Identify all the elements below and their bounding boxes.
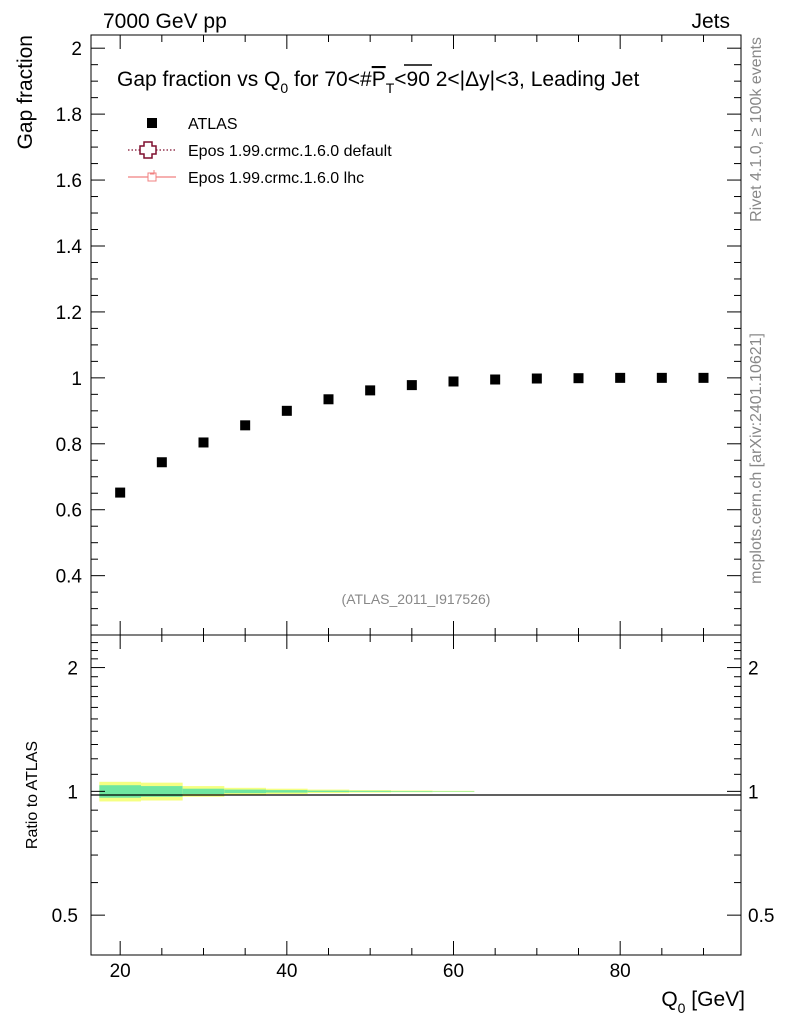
legend-label-epos-default: Epos 1.99.crmc.1.6.0 default xyxy=(188,143,392,160)
y-tick-label: 1 xyxy=(71,369,82,390)
ratio-band-inner xyxy=(391,790,433,792)
data-point xyxy=(490,374,501,385)
x-tick-label: 40 xyxy=(276,961,297,982)
data-point xyxy=(406,380,417,391)
data-point xyxy=(281,405,292,416)
y-tick-label: 0.4 xyxy=(56,567,83,588)
ratio-y-axis-label: Ratio to ATLAS xyxy=(24,741,41,849)
data-point xyxy=(573,373,584,384)
ratio-band-inner xyxy=(99,785,141,798)
legend-marker-epos-default xyxy=(139,141,157,159)
legend: ATLAS Epos 1.99.crmc.1.6.0 default Epos … xyxy=(128,116,392,187)
axis-tick-labels: 20 40 60 80 0.4 0.6 0.8 1 1.2 1.4 1.6 1.8 2 0.5 0.5 1 1 2… xyxy=(52,39,775,982)
ratio-y-tick-label-right: 1 xyxy=(748,782,759,803)
axis-ticks xyxy=(91,35,741,956)
legend-label-atlas: ATLAS xyxy=(188,116,238,133)
data-point xyxy=(615,372,626,383)
x-tick-label: 80 xyxy=(610,961,631,982)
data-point xyxy=(448,376,459,387)
data-markers xyxy=(115,372,709,498)
y-axis-label: Gap fraction xyxy=(14,35,37,149)
y-tick-label: 1.6 xyxy=(56,171,82,192)
y-tick-label: 0.8 xyxy=(56,435,82,456)
y-tick-label: 1.4 xyxy=(56,237,83,258)
ratio-band-inner xyxy=(266,790,308,793)
source-label: mcplots.cern.ch [arXiv:2401.10621] xyxy=(748,333,765,584)
legend-marker-atlas xyxy=(147,118,157,128)
data-point xyxy=(323,394,334,405)
legend-marker-epos-lhc xyxy=(147,170,157,182)
data-point xyxy=(198,437,209,448)
data-point xyxy=(115,487,126,498)
analysis-id: (ATLAS_2011_I917526) xyxy=(342,591,491,607)
energy-label: 7000 GeV pp xyxy=(103,10,227,33)
data-point xyxy=(240,420,251,431)
data-point xyxy=(698,372,709,383)
ratio-y-tick-label-right: 2 xyxy=(748,659,759,680)
ratio-band-inner xyxy=(141,786,183,797)
y-tick-label: 2 xyxy=(71,39,82,60)
data-point xyxy=(531,373,542,384)
data-point xyxy=(365,385,376,396)
rivet-label: Rivet 4.1.0, ≥ 100k events xyxy=(748,37,765,222)
category-label: Jets xyxy=(691,10,730,33)
x-tick-label: 60 xyxy=(443,961,464,982)
y-tick-label: 1.8 xyxy=(56,105,82,126)
ratio-y-tick-label-right: 0.5 xyxy=(748,906,774,927)
y-tick-label: 0.6 xyxy=(56,501,82,522)
ratio-y-tick-label: 0.5 xyxy=(52,906,78,927)
ratio-y-tick-label: 1 xyxy=(67,782,78,803)
ratio-band-inner xyxy=(349,790,391,792)
ratio-band-inner xyxy=(432,791,475,792)
chart-title: Gap fraction vs Q0 for 70<#PT<90 2<|Δy|<… xyxy=(117,68,639,96)
ratio-band-inner xyxy=(182,788,225,795)
ratio-uncertainty-band xyxy=(99,781,475,802)
x-tick-label: 20 xyxy=(110,961,131,982)
ratio-band-inner xyxy=(307,790,350,793)
ratio-y-tick-label: 2 xyxy=(67,659,78,680)
data-point xyxy=(156,457,167,468)
data-point xyxy=(656,372,667,383)
ratio-band-inner xyxy=(224,789,266,794)
y-tick-label: 1.2 xyxy=(56,303,82,324)
legend-label-epos-lhc: Epos 1.99.crmc.1.6.0 lhc xyxy=(188,170,364,187)
x-axis-label: Q0 [GeV] xyxy=(661,988,745,1016)
